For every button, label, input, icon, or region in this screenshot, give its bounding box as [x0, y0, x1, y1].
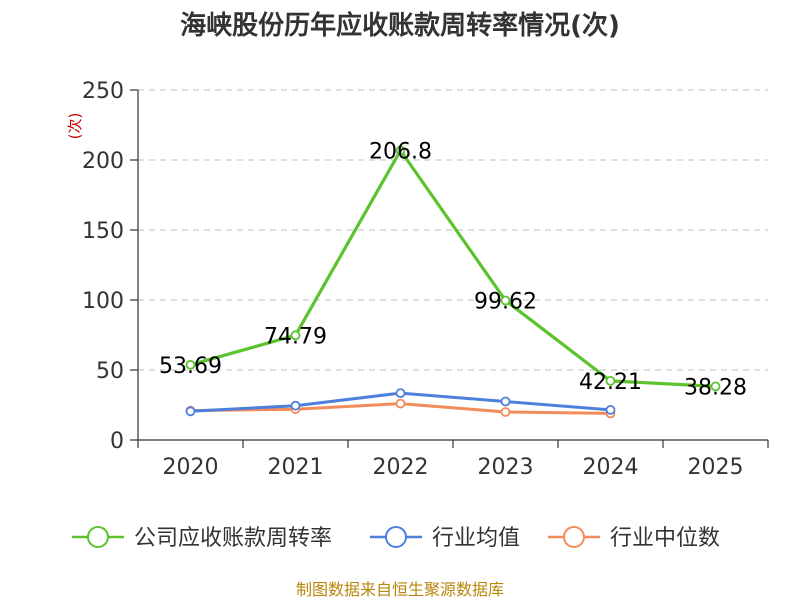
legend-marker — [87, 526, 109, 548]
data-label: 99.62 — [474, 290, 537, 315]
axes: 0 50 100 150 200 250 2020 2021 2022 2023 2024 2025 — [82, 79, 769, 480]
x-tick-label: 2020 — [163, 455, 219, 480]
data-point — [500, 407, 511, 417]
legend-item[interactable]: 公司应收账款周转率 — [72, 526, 332, 551]
y-tick-label: 200 — [82, 149, 124, 174]
gridlines — [138, 89, 768, 371]
data-point — [500, 295, 511, 306]
data-label: 206.8 — [369, 139, 432, 164]
data-point — [185, 406, 196, 417]
series-line-1 — [190, 148, 716, 389]
series-group — [185, 145, 721, 419]
data-point — [185, 359, 196, 370]
data-point — [605, 404, 616, 415]
data-point — [395, 398, 406, 409]
data-label: 53.69 — [159, 354, 222, 379]
data-label: 38.28 — [684, 375, 747, 400]
y-tick-label: 50 — [96, 359, 124, 384]
legend-marker — [385, 526, 407, 548]
data-label: 42.21 — [579, 370, 642, 395]
chart-title: 海峡股份历年应收账款周转率情况(次) — [180, 10, 620, 41]
legend-label: 行业均值 — [432, 526, 520, 551]
data-labels: 53.69 74.79 206.8 99.62 42.21 38.28 — [159, 139, 747, 400]
legend-item[interactable]: 行业均值 — [370, 526, 520, 551]
y-tick-label: 100 — [82, 289, 124, 314]
data-point — [395, 145, 406, 156]
data-point — [710, 381, 721, 392]
legend-marker — [563, 526, 585, 548]
legend-label: 公司应收账款周转率 — [134, 526, 332, 551]
y-axis-label: (次) — [66, 113, 84, 140]
x-tick-label: 2024 — [583, 455, 639, 480]
x-tick-label: 2022 — [373, 455, 429, 480]
data-point — [500, 396, 511, 407]
source-note: 制图数据来自恒生聚源数据库 — [296, 580, 504, 599]
x-tick-label: 2023 — [478, 455, 534, 480]
data-point — [290, 330, 301, 341]
y-tick-label: 150 — [82, 219, 124, 244]
data-point — [605, 376, 616, 386]
x-tick-label: 2025 — [688, 455, 744, 480]
legend-item[interactable]: 行业中位数 — [548, 526, 720, 551]
y-tick-label: 0 — [110, 429, 124, 454]
legend-label: 行业中位数 — [610, 526, 720, 551]
legend[interactable]: 公司应收账款周转率 行业均值 行业中位数 — [72, 526, 720, 551]
data-label: 74.79 — [264, 324, 327, 349]
y-tick-label: 250 — [82, 79, 124, 104]
x-tick-label: 2021 — [268, 455, 324, 480]
data-point — [290, 400, 301, 411]
data-point — [395, 388, 406, 399]
